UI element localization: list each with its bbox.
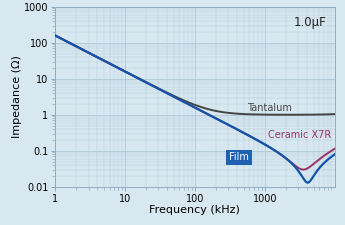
Y-axis label: Impedance (Ω): Impedance (Ω) xyxy=(12,55,22,138)
Text: Ceramic X7R: Ceramic X7R xyxy=(268,130,331,140)
Text: 1.0μF: 1.0μF xyxy=(294,16,326,29)
Text: Film: Film xyxy=(229,153,249,162)
X-axis label: Frequency (kHz): Frequency (kHz) xyxy=(149,205,240,215)
Text: Tantalum: Tantalum xyxy=(247,104,292,113)
